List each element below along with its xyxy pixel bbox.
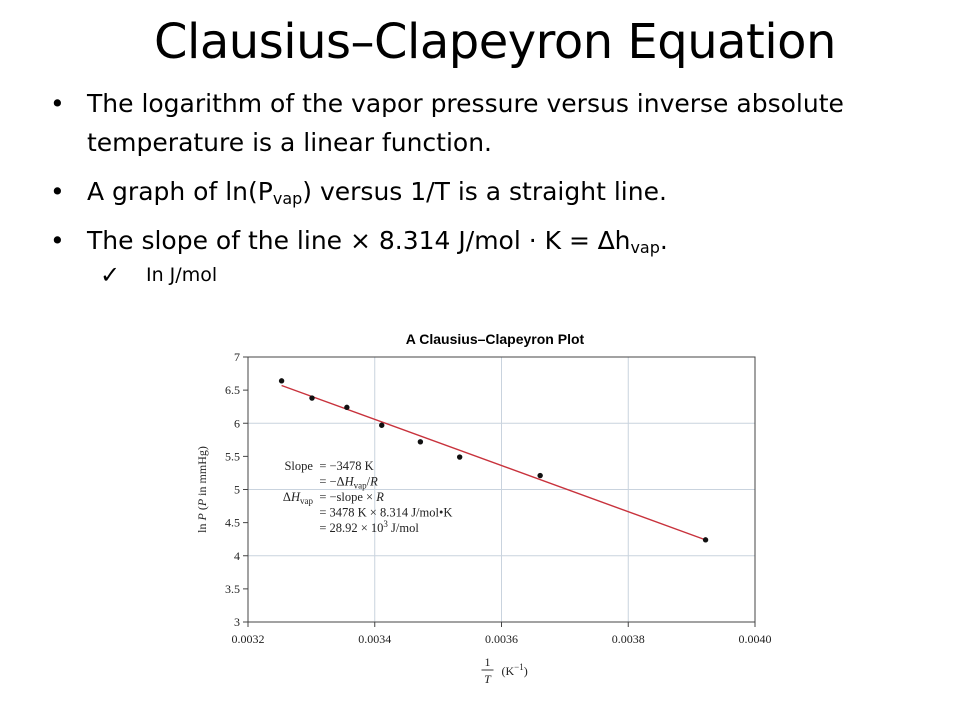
annotation-label: ΔHvap [283,490,314,506]
annotation-value: = −ΔHvap/R [319,475,378,491]
bullet-glyph: • [50,226,65,255]
y-axis-label: ln P (P in mmHg) [195,446,209,533]
x-tick-label: 0.0032 [232,632,265,646]
data-point [309,395,315,401]
bullet-text: The logarithm of the vapor pressure vers… [87,89,844,157]
data-point [417,439,424,445]
x-label-denominator: T [484,672,492,686]
y-tick-label: 6.5 [225,383,240,397]
sub-bullet-item: ✓ In J/mol [50,262,930,288]
data-points [278,378,709,543]
checkmark-icon: ✓ [100,261,121,289]
x-tick-label: 0.0040 [739,632,772,646]
chart-figure: A Clausius–Clapeyron Plot 0.0032 0.0034 0.… [185,325,785,720]
sub-bullet-text: In J/mol [146,264,218,286]
slide-title: Clausius–Clapeyron Equation [154,14,836,70]
bullet-glyph: • [50,177,65,206]
x-label-numerator: 1 [485,655,491,669]
annotation-value: = −slope × R [319,490,384,504]
bullet-text: A graph of ln(P [87,177,273,206]
x-tick-label: 0.0034 [358,632,391,646]
bullet-list: • The logarithm of the vapor pressure ve… [50,84,930,298]
bullet-subscript: vap [272,189,303,208]
bullet-item: • The slope of the line × 8.314 J/mol · … [50,221,930,260]
annotation-value: = −3478 K [319,459,373,473]
x-tick-label: 0.0036 [485,632,518,646]
x-tick-label: 0.0038 [612,632,645,646]
x-label-unit: (K−1) [502,662,528,678]
data-point [537,472,543,479]
data-point [702,537,709,543]
data-point [456,454,463,460]
chart-svg: A Clausius–Clapeyron Plot 0.0032 0.0034 0.… [195,331,772,686]
y-tick-label: 3 [234,615,240,629]
y-tick-label: 4.5 [225,516,240,530]
bullet-subscript: vap [630,238,660,257]
chart-grid [248,357,755,622]
y-tick-label: 5 [234,483,240,497]
bullet-item: • A graph of ln(Pvap) versus 1/T is a st… [50,172,930,211]
bullet-text: ) versus 1/T is a straight line. [302,177,667,206]
fit-line [281,384,706,541]
data-point [379,422,385,428]
data-point [344,404,350,411]
bullet-item: • The logarithm of the vapor pressure ve… [50,84,930,162]
y-tick-label: 7 [234,350,240,364]
annotation-label: Slope [284,459,313,473]
y-tick-label: 6 [234,416,240,430]
data-point [278,378,285,384]
x-axis-label: 1 T (K−1) [481,655,528,686]
annotation-value: = 3478 K × 8.314 J/mol•K [319,506,452,520]
chart-ticks: 0.0032 0.0034 0.0036 0.0038 0.0040 3 3.5 4 4.5 5 5… [225,350,772,646]
y-tick-label: 3.5 [225,582,240,596]
annotation-value: = 28.92 × 103 J/mol [319,519,419,535]
chart-title: A Clausius–Clapeyron Plot [406,331,585,347]
bullet-glyph: • [50,89,65,118]
y-tick-label: 5.5 [225,449,240,463]
bullet-text: The slope of the line × 8.314 J/mol · K … [87,226,631,255]
bullet-text: . [659,226,668,255]
slope-annotation: Slope = −3478 K = −ΔHvap/R ΔHvap = −slope × … [283,459,452,535]
y-tick-label: 4 [234,549,240,563]
